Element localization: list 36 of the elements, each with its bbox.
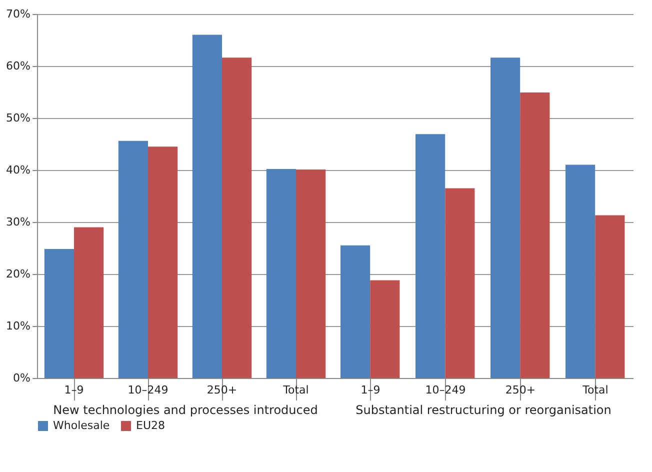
- y-tick-label: 0%: [13, 372, 30, 384]
- bar: [44, 249, 74, 378]
- bar: [566, 164, 596, 378]
- y-tick-label: 40%: [6, 164, 30, 176]
- x-tick-label: 1–9: [64, 384, 84, 396]
- y-tick-label: 20%: [6, 268, 30, 280]
- x-axis-title: New technologies and processes introduced: [53, 403, 318, 417]
- bar: [148, 146, 178, 378]
- bar: [296, 169, 326, 378]
- x-tick-label: 10–249: [425, 384, 466, 396]
- x-tick-label: Total: [282, 384, 309, 396]
- bar: [416, 134, 446, 378]
- bar: [595, 215, 625, 378]
- x-tick-label: 10–249: [128, 384, 168, 396]
- y-tick-label: 60%: [6, 60, 30, 72]
- x-axis-title: Substantial restructuring or reorganisation: [356, 403, 612, 417]
- bar: [370, 280, 400, 378]
- bar: [118, 140, 148, 378]
- legend-label: EU28: [136, 419, 165, 432]
- bar: [340, 245, 370, 378]
- legend-label: Wholesale: [53, 419, 110, 432]
- bar: [520, 92, 550, 378]
- y-tick-label: 50%: [6, 112, 30, 124]
- x-tick-label: 1–9: [360, 384, 380, 396]
- bar: [192, 34, 222, 378]
- x-tick-label: 250+: [206, 384, 238, 396]
- bar: [445, 188, 475, 378]
- y-tick-label: 10%: [6, 320, 30, 332]
- bar: [222, 58, 252, 378]
- bar: [74, 227, 104, 378]
- bar: [490, 58, 520, 378]
- y-tick-label: 70%: [6, 8, 30, 20]
- y-tick-label: 30%: [6, 216, 30, 228]
- bar: [266, 168, 296, 378]
- x-tick-label: 250+: [505, 384, 536, 396]
- x-tick-label: Total: [582, 384, 608, 396]
